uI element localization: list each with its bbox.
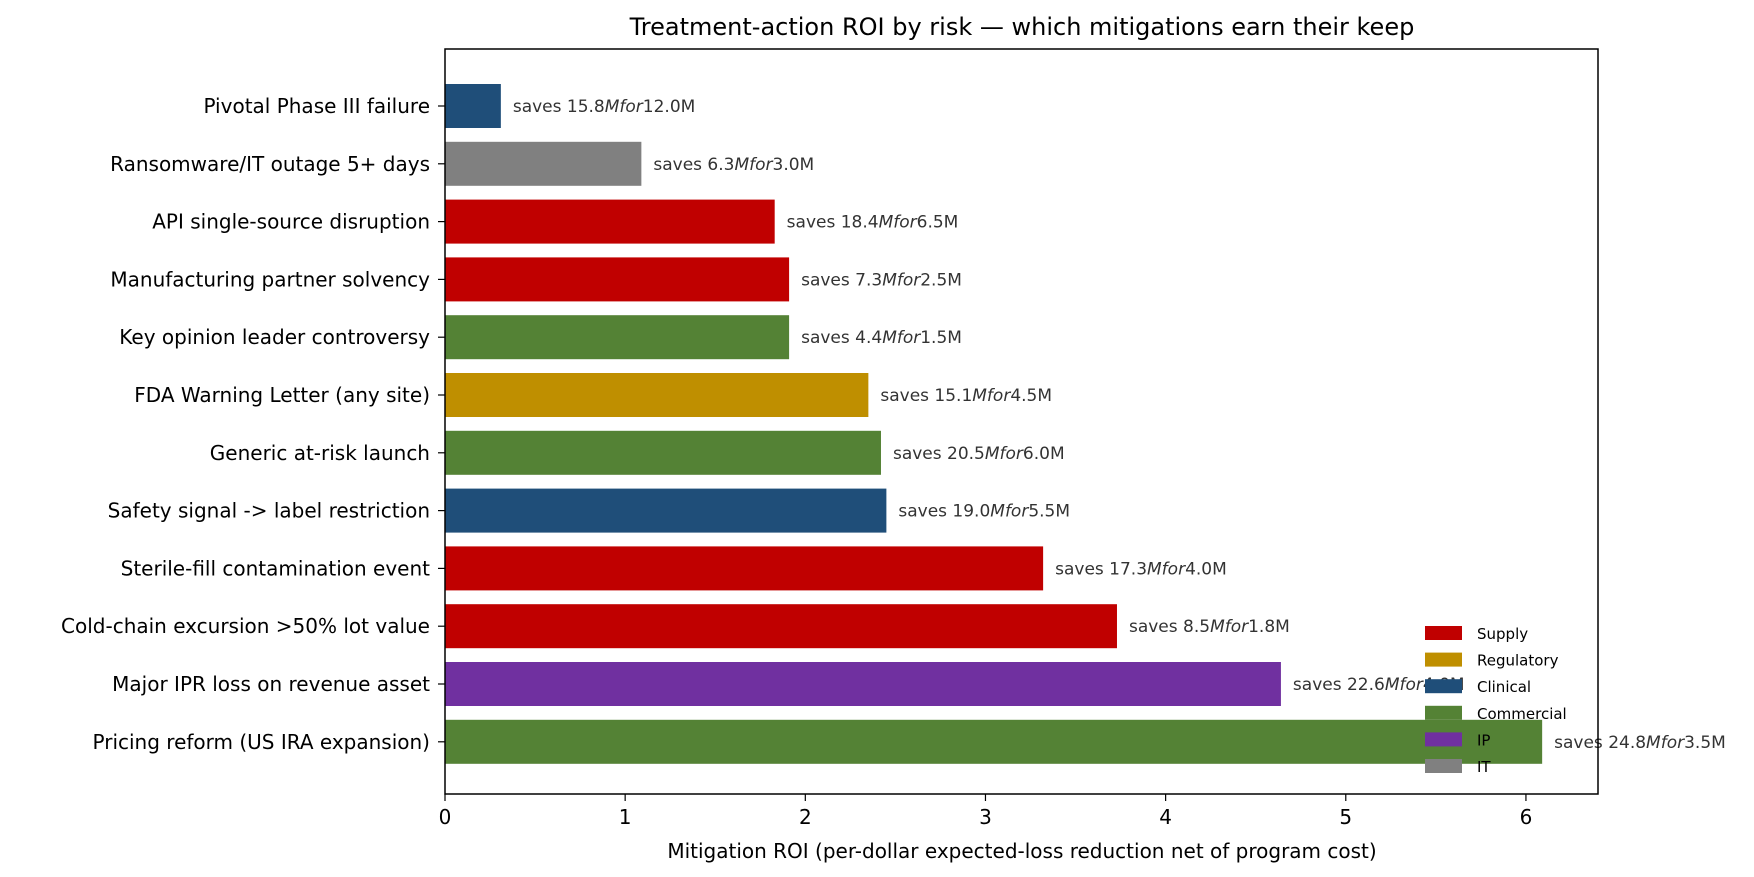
data-label: saves 7.3Mfor2.5M — [801, 270, 962, 290]
data-label-savings: saves 17.3 — [1055, 559, 1147, 579]
data-label-savings: saves 8.5 — [1129, 617, 1210, 637]
bars-layer — [445, 84, 1543, 764]
data-label: saves 6.3Mfor3.0M — [653, 155, 814, 175]
data-label: saves 19.0Mfor5.5M — [898, 502, 1070, 522]
data-label-savings: saves 20.5 — [893, 444, 985, 464]
data-label: saves 18.4Mfor6.5M — [787, 213, 959, 233]
legend-swatch — [1425, 732, 1462, 747]
legend-swatch — [1425, 759, 1462, 773]
data-label-mfor: Mfor — [882, 328, 921, 348]
data-label-cost: 2.5M — [920, 270, 962, 290]
legend-entry: Supply — [1477, 625, 1528, 643]
x-axis-ticks: 0 1 2 3 4 5 6 — [439, 794, 1533, 829]
data-label: saves 15.8Mfor12.0M — [513, 97, 695, 117]
bar — [445, 199, 775, 244]
bar — [445, 257, 790, 302]
legend-swatch — [1425, 626, 1462, 640]
data-label-cost: 6.0M — [1023, 444, 1065, 464]
data-label-savings: saves 19.0 — [898, 502, 990, 522]
data-label-savings: saves 7.3 — [801, 270, 882, 290]
x-tick-label: 5 — [1339, 805, 1352, 829]
data-label-savings: saves 18.4 — [787, 213, 879, 233]
data-label: saves 4.4Mfor1.5M — [801, 328, 962, 348]
legend-entry: IP — [1477, 731, 1490, 749]
bar — [445, 141, 642, 186]
y-tick-label: Key opinion leader controversy — [119, 325, 430, 349]
y-tick-label: API single-source disruption — [152, 210, 430, 234]
data-label-mfor: Mfor — [990, 502, 1029, 522]
bar — [445, 373, 869, 417]
x-tick-label: 4 — [1159, 805, 1172, 829]
data-label-mfor: Mfor — [882, 270, 921, 290]
data-label-mfor: Mfor — [985, 444, 1024, 464]
y-tick-label: Pivotal Phase III failure — [203, 94, 430, 118]
y-tick-label: Major IPR loss on revenue asset — [112, 672, 430, 696]
bar — [445, 719, 1543, 764]
y-tick-label: Safety signal -> label restriction — [108, 499, 430, 523]
legend-entry: Clinical — [1477, 678, 1531, 696]
legend: Supply Regulatory Clinical Commercial IP IT — [1425, 625, 1567, 776]
legend-entry: Commercial — [1477, 705, 1567, 723]
bar — [445, 84, 501, 128]
bar — [445, 488, 887, 533]
data-label-mfor: Mfor — [879, 213, 918, 233]
data-label-mfor: Mfor — [972, 386, 1011, 406]
data-label-cost: 1.8M — [1248, 617, 1290, 637]
y-tick-label: Ransomware/IT outage 5+ days — [110, 152, 430, 176]
data-label-cost: 12.0M — [643, 97, 696, 117]
data-label-savings: saves 4.4 — [801, 328, 882, 348]
x-tick-label: 3 — [979, 805, 992, 829]
bar — [445, 604, 1117, 649]
data-label-mfor: Mfor — [1210, 617, 1249, 637]
data-label: saves 24.8Mfor3.5M — [1554, 733, 1726, 753]
x-tick-label: 6 — [1520, 805, 1533, 829]
legend-entry: IT — [1477, 758, 1491, 776]
data-label-cost: 4.0M — [1185, 559, 1227, 579]
data-label-cost: 1.5M — [920, 328, 962, 348]
y-tick-label: Generic at-risk launch — [210, 441, 430, 465]
data-label-savings: saves 15.8 — [513, 97, 605, 117]
bar — [445, 546, 1044, 591]
y-axis-tick-labels: Pivotal Phase III failure Ransomware/IT o… — [61, 94, 445, 754]
legend-entry: Regulatory — [1477, 652, 1559, 670]
y-tick-label: Manufacturing partner solvency — [110, 267, 430, 291]
legend-swatch — [1425, 652, 1462, 667]
data-label-cost: 5.5M — [1028, 502, 1070, 522]
bar — [445, 430, 881, 475]
y-tick-label: Sterile-fill contamination event — [121, 556, 431, 580]
data-label-mfor: Mfor — [1147, 559, 1186, 579]
chart-title: Treatment-action ROI by risk — which mit… — [629, 13, 1415, 41]
data-label-mfor: Mfor — [734, 155, 773, 175]
x-tick-label: 1 — [619, 805, 632, 829]
data-label: saves 8.5Mfor1.8M — [1129, 617, 1290, 637]
x-axis-label: Mitigation ROI (per-dollar expected-loss… — [667, 839, 1376, 863]
x-tick-label: 2 — [799, 805, 812, 829]
data-label-savings: saves 6.3 — [653, 155, 734, 175]
data-label-cost: 3.5M — [1684, 733, 1726, 753]
data-label-mfor: Mfor — [605, 97, 644, 117]
y-tick-label: FDA Warning Letter (any site) — [134, 383, 430, 407]
legend-swatch — [1425, 679, 1462, 694]
legend-swatch — [1425, 705, 1462, 720]
data-label: saves 20.5Mfor6.0M — [893, 444, 1065, 464]
data-label-savings: saves 24.8 — [1554, 733, 1646, 753]
data-label-mfor: Mfor — [1385, 675, 1424, 695]
bar — [445, 315, 790, 360]
data-label-cost: 4.5M — [1010, 386, 1052, 406]
plot-frame — [444, 48, 1599, 795]
x-tick-label: 0 — [439, 805, 452, 829]
bar — [445, 662, 1281, 706]
y-tick-label: Pricing reform (US IRA expansion) — [93, 730, 430, 754]
y-tick-label: Cold-chain excursion >50% lot value — [61, 614, 430, 638]
data-label-cost: 3.0M — [773, 155, 815, 175]
data-label-cost: 6.5M — [917, 213, 959, 233]
data-label-savings: saves 15.1 — [880, 386, 972, 406]
data-label: saves 15.1Mfor4.5M — [880, 386, 1052, 406]
data-label: saves 17.3Mfor4.0M — [1055, 559, 1227, 579]
data-label-savings: saves 22.6 — [1293, 675, 1385, 695]
data-label-mfor: Mfor — [1646, 733, 1685, 753]
